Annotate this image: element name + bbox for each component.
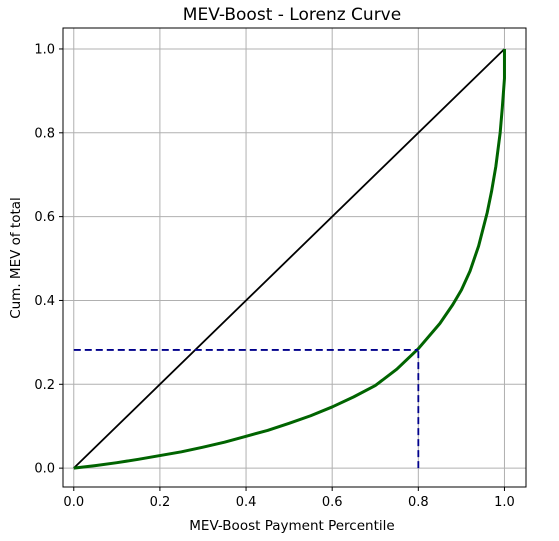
plot-frame [62,27,527,488]
x-tick-label: 0.6 [322,495,343,510]
y-tick-label: 0.6 [34,210,55,225]
plot-series [73,48,506,470]
chart-title: MEV-Boost - Lorenz Curve [183,5,401,25]
x-tick-label: 0.8 [408,495,429,510]
x-tick-label: 0.4 [236,495,257,510]
lorenz-curve-line [73,48,506,470]
equality-line-line [73,48,506,469]
x-tick-label: 1.0 [494,495,515,510]
x-axis-label: MEV-Boost Payment Percentile [189,518,394,534]
x-tick-label: 0.0 [63,495,84,510]
grid [63,28,526,487]
x-tick-label: 0.2 [150,495,171,510]
y-ticks: 0.0 0.2 0.4 0.6 0.8 1.0 [34,42,63,477]
y-tick-label: 0.0 [34,462,55,477]
y-axis-label: Cum. MEV of total [8,197,24,319]
y-tick-label: 0.2 [34,378,55,393]
y-tick-label: 1.0 [34,42,55,57]
y-tick-label: 0.4 [34,294,55,309]
x-ticks: 0.0 0.2 0.4 0.6 0.8 1.0 [63,487,515,510]
y-tick-label: 0.8 [34,126,55,141]
